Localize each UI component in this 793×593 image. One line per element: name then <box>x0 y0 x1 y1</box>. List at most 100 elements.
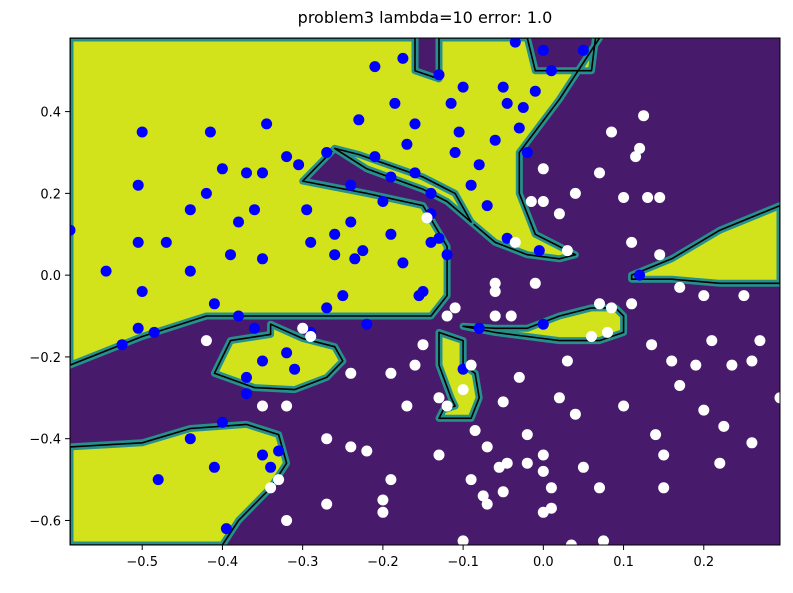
point-s0-47 <box>329 249 341 261</box>
point-s0-21 <box>225 249 236 261</box>
point-s1-49 <box>553 208 565 220</box>
point-s1-90 <box>654 192 666 203</box>
point-s1-26 <box>457 535 469 545</box>
point-s0-87 <box>545 65 557 77</box>
point-s0-46 <box>329 228 341 240</box>
point-s1-23 <box>441 400 453 412</box>
x-tick-label: 0.1 <box>613 555 634 570</box>
point-s1-75 <box>666 355 678 367</box>
point-s0-41 <box>301 204 313 216</box>
point-s1-66 <box>626 236 638 248</box>
x-tick-label: −0.4 <box>207 555 239 570</box>
point-s1-21 <box>433 449 445 461</box>
point-s1-51 <box>561 355 573 367</box>
point-s1-87 <box>754 335 766 347</box>
point-s1-68 <box>634 142 646 154</box>
point-s1-58 <box>594 167 605 179</box>
point-s0-75 <box>481 200 493 212</box>
point-s1-84 <box>726 359 738 371</box>
point-s0-44 <box>321 302 333 314</box>
point-s1-2 <box>281 400 293 412</box>
point-s0-86 <box>537 44 549 56</box>
point-s1-59 <box>594 298 605 310</box>
point-s0-6 <box>136 286 148 297</box>
point-s0-72 <box>465 179 477 191</box>
point-s0-17 <box>208 461 220 473</box>
point-s1-80 <box>698 290 710 302</box>
point-s0-42 <box>305 236 317 248</box>
point-s1-7 <box>305 331 317 342</box>
point-s0-52 <box>353 114 365 126</box>
point-s1-85 <box>746 355 758 367</box>
point-s1-28 <box>469 425 481 436</box>
point-s0-60 <box>401 138 413 150</box>
point-s0-78 <box>501 232 513 244</box>
point-s1-36 <box>497 396 509 408</box>
point-s1-37 <box>505 310 517 322</box>
point-s1-92 <box>598 535 609 545</box>
point-s1-0 <box>200 335 212 347</box>
point-s0-94 <box>409 118 421 130</box>
point-s1-86 <box>746 437 758 449</box>
point-s0-22 <box>233 310 244 322</box>
point-s0-92 <box>389 97 401 109</box>
point-s0-37 <box>281 347 293 359</box>
point-s1-94 <box>537 506 549 518</box>
point-s1-9 <box>321 498 333 510</box>
point-s0-51 <box>349 253 361 265</box>
point-s1-24 <box>449 302 461 314</box>
point-s1-16 <box>385 474 397 486</box>
point-s1-72 <box>650 429 662 441</box>
point-s0-13 <box>184 265 196 277</box>
point-s0-12 <box>184 433 196 445</box>
chart-title: problem3 lambda=10 error: 1.0 <box>297 8 553 27</box>
point-s0-85 <box>533 245 545 257</box>
point-s0-71 <box>457 81 469 93</box>
point-s0-2 <box>116 339 128 351</box>
y-tick-label: −0.6 <box>29 514 61 529</box>
point-s1-77 <box>674 380 686 391</box>
point-s0-26 <box>241 371 252 383</box>
point-s0-25 <box>241 388 252 400</box>
point-s1-13 <box>377 506 389 518</box>
point-s1-6 <box>297 322 309 334</box>
point-s0-3 <box>132 322 144 334</box>
point-s0-97 <box>634 269 646 281</box>
point-s0-15 <box>204 126 216 138</box>
decision-boundary-7 <box>630 204 780 285</box>
y-tick-label: 0.0 <box>40 269 61 284</box>
point-s1-12 <box>361 445 373 457</box>
point-s1-30 <box>481 441 493 453</box>
point-s1-82 <box>714 457 726 469</box>
point-s0-54 <box>361 318 373 330</box>
point-s0-7 <box>132 236 144 248</box>
point-s1-83 <box>718 420 730 432</box>
point-s0-88 <box>577 44 589 56</box>
point-s1-25 <box>457 384 469 396</box>
point-s1-42 <box>525 196 537 207</box>
point-s0-32 <box>257 355 268 367</box>
point-s1-39 <box>513 371 525 383</box>
point-s0-4 <box>132 179 144 191</box>
point-s1-57 <box>594 482 605 494</box>
point-s0-27 <box>249 204 260 216</box>
point-s1-62 <box>606 302 617 314</box>
point-s1-67 <box>630 151 642 163</box>
point-s1-70 <box>642 192 654 203</box>
point-s1-97 <box>441 310 453 322</box>
point-s0-33 <box>257 449 268 461</box>
point-s0-48 <box>337 290 349 302</box>
point-s0-35 <box>281 151 293 163</box>
point-s1-48 <box>545 502 557 514</box>
point-s0-95 <box>433 69 445 81</box>
point-s0-58 <box>385 228 397 240</box>
y-tick-label: −0.4 <box>29 433 61 448</box>
point-s1-45 <box>537 465 549 477</box>
point-s0-5 <box>136 126 148 138</box>
point-s0-55 <box>369 151 381 163</box>
decision-boundary-3 <box>213 323 344 391</box>
y-tick-label: 0.4 <box>40 106 61 121</box>
point-s0-83 <box>521 147 533 158</box>
point-s0-66 <box>433 232 445 244</box>
